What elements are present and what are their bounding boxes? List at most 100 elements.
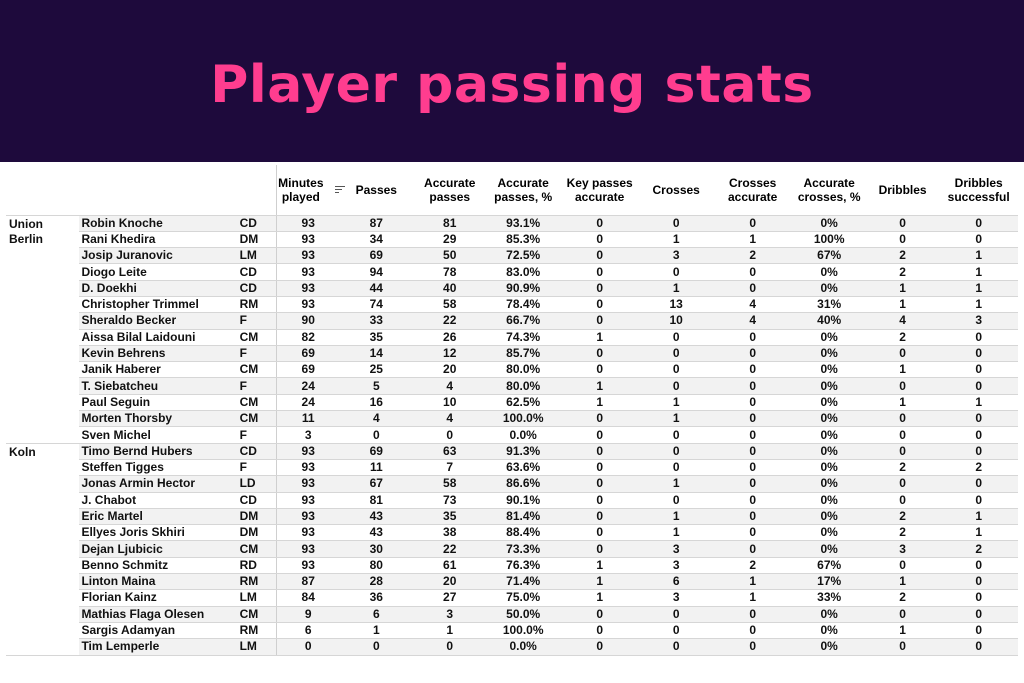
position-column-header (237, 165, 277, 216)
stat-cell-passes: 25 (339, 361, 414, 379)
position-cell: CD (237, 280, 277, 297)
stat-cell-accurate-passes-pct: 71.4% (486, 573, 560, 591)
position-cell: CD (237, 443, 277, 460)
stat-cell-minutes-played: 69 (275, 345, 340, 363)
stat-cell-passes: 69 (339, 247, 414, 265)
stat-cell-crosses-accurate: 0 (712, 475, 793, 493)
stat-cell-crosses: 0 (639, 263, 713, 281)
col-header-accurate-crosses-pct[interactable]: Accurate crosses, % (792, 165, 866, 216)
stat-cell-crosses-accurate: 2 (712, 247, 793, 265)
stat-cell-accurate-crosses-pct: 0% (792, 606, 866, 623)
position-cell: CD (237, 263, 277, 281)
col-header-accurate-passes-pct[interactable]: Accurate passes, % (486, 165, 560, 216)
stat-cell-accurate-passes: 40 (413, 280, 487, 297)
table-row: J. Chabot CD 93 81 73 90.1% 0 0 0 0% 0 0 (6, 492, 1018, 509)
stat-cell-dribbles: 2 (865, 329, 940, 346)
player-name-cell: Paul Seguin (79, 394, 238, 412)
stat-cell-crosses: 0 (639, 459, 713, 477)
sort-descending-icon[interactable] (334, 185, 345, 194)
stat-cell-crosses: 1 (639, 231, 713, 249)
player-name-cell: J. Chabot (79, 492, 238, 509)
stat-cell-minutes-played: 93 (275, 557, 340, 575)
col-header-dribbles-successful[interactable]: Dribbles successful (939, 165, 1018, 216)
stat-cell-crosses-accurate: 0 (712, 280, 793, 297)
stat-cell-accurate-passes-pct: 0.0% (486, 638, 560, 656)
col-header-minutes-played[interactable]: Minutes played (275, 165, 345, 216)
stat-cell-minutes-played: 93 (275, 280, 340, 297)
col-header-passes[interactable]: Passes (339, 165, 414, 216)
stat-cell-dribbles-successful: 0 (939, 638, 1018, 656)
stat-cell-key-passes-accurate: 0 (559, 540, 640, 558)
table-row: Janik Haberer CM 69 25 20 80.0% 0 0 0 0% 1 0 (6, 361, 1018, 379)
position-cell: RM (237, 573, 277, 591)
stat-cell-accurate-passes: 35 (413, 508, 487, 526)
stat-cell-accurate-passes-pct: 66.7% (486, 312, 560, 330)
position-cell: LM (237, 589, 277, 607)
stat-cell-passes: 81 (339, 492, 414, 509)
table-row: Rani Khedira DM 93 34 29 85.3% 0 1 1 100% 0 0 (6, 231, 1018, 249)
stat-cell-accurate-crosses-pct: 0% (792, 345, 866, 363)
stat-cell-passes: 33 (339, 312, 414, 330)
stat-cell-accurate-passes: 20 (413, 573, 487, 591)
stat-cell-dribbles-successful: 1 (939, 394, 1018, 412)
player-name-cell: Morten Thorsby (79, 410, 238, 428)
stat-cell-key-passes-accurate: 0 (559, 215, 640, 232)
stat-cell-crosses-accurate: 0 (712, 215, 793, 232)
stat-cell-key-passes-accurate: 0 (559, 231, 640, 249)
stat-cell-dribbles: 0 (865, 410, 940, 428)
player-name-cell: Robin Knoche (79, 215, 238, 232)
stat-cell-crosses-accurate: 0 (712, 459, 793, 477)
stat-cell-key-passes-accurate: 1 (559, 394, 640, 412)
position-cell: CM (237, 540, 277, 558)
table-row: Florian Kainz LM 84 36 27 75.0% 1 3 1 33% 2 0 (6, 589, 1018, 607)
stat-cell-passes: 34 (339, 231, 414, 249)
stat-cell-dribbles-successful: 0 (939, 215, 1018, 232)
stat-cell-dribbles-successful: 0 (939, 589, 1018, 607)
position-cell: DM (237, 508, 277, 526)
stat-cell-key-passes-accurate: 0 (559, 492, 640, 509)
col-header-dribbles[interactable]: Dribbles (865, 165, 940, 216)
stat-cell-dribbles-successful: 0 (939, 606, 1018, 623)
stat-cell-crosses-accurate: 0 (712, 410, 793, 428)
table-row: Sargis Adamyan RM 6 1 1 100.0% 0 0 0 0% 1 0 (6, 622, 1018, 640)
stat-cell-crosses: 1 (639, 410, 713, 428)
table-row: Tim Lemperle LM 0 0 0 0.0% 0 0 0 0% 0 0 (6, 638, 1018, 656)
table-row: Sheraldo Becker F 90 33 22 66.7% 0 10 4 40% 4 3 (6, 312, 1018, 330)
col-header-accurate-passes[interactable]: Accurate passes (413, 165, 487, 216)
col-header-crosses-accurate[interactable]: Crosses accurate (712, 165, 793, 216)
stat-cell-key-passes-accurate: 1 (559, 557, 640, 575)
stat-cell-dribbles-successful: 0 (939, 345, 1018, 363)
stat-cell-dribbles: 0 (865, 557, 940, 575)
stat-cell-accurate-passes-pct: 80.0% (486, 361, 560, 379)
stat-cell-key-passes-accurate: 0 (559, 638, 640, 656)
stat-cell-crosses: 3 (639, 247, 713, 265)
stat-cell-minutes-played: 93 (275, 475, 340, 493)
position-cell: CD (237, 215, 277, 232)
stat-cell-accurate-crosses-pct: 0% (792, 638, 866, 656)
stat-cell-passes: 67 (339, 475, 414, 493)
stat-cell-crosses-accurate: 0 (712, 622, 793, 640)
stat-cell-dribbles: 0 (865, 606, 940, 623)
stat-cell-dribbles: 2 (865, 508, 940, 526)
player-name-cell: Ellyes Joris Skhiri (79, 524, 238, 542)
stat-cell-dribbles-successful: 0 (939, 622, 1018, 640)
stat-cell-minutes-played: 9 (275, 606, 340, 623)
stat-cell-passes: 69 (339, 443, 414, 460)
stat-cell-accurate-passes: 27 (413, 589, 487, 607)
stat-cell-crosses: 0 (639, 215, 713, 232)
col-header-crosses[interactable]: Crosses (639, 165, 713, 216)
col-header-key-passes-accurate[interactable]: Key passes accurate (559, 165, 640, 216)
stat-cell-crosses-accurate: 0 (712, 361, 793, 379)
player-column-header (79, 165, 238, 216)
stat-cell-dribbles-successful: 0 (939, 377, 1018, 395)
stat-cell-dribbles: 2 (865, 524, 940, 542)
stat-cell-accurate-passes: 1 (413, 622, 487, 640)
stat-cell-accurate-passes: 22 (413, 312, 487, 330)
stat-cell-accurate-passes-pct: 75.0% (486, 589, 560, 607)
stat-cell-accurate-crosses-pct: 67% (792, 557, 866, 575)
stat-cell-accurate-passes-pct: 86.6% (486, 475, 560, 493)
stat-cell-passes: 74 (339, 296, 414, 314)
stat-cell-dribbles: 0 (865, 345, 940, 363)
stat-cell-passes: 4 (339, 410, 414, 428)
player-name-cell: Josip Juranovic (79, 247, 238, 265)
